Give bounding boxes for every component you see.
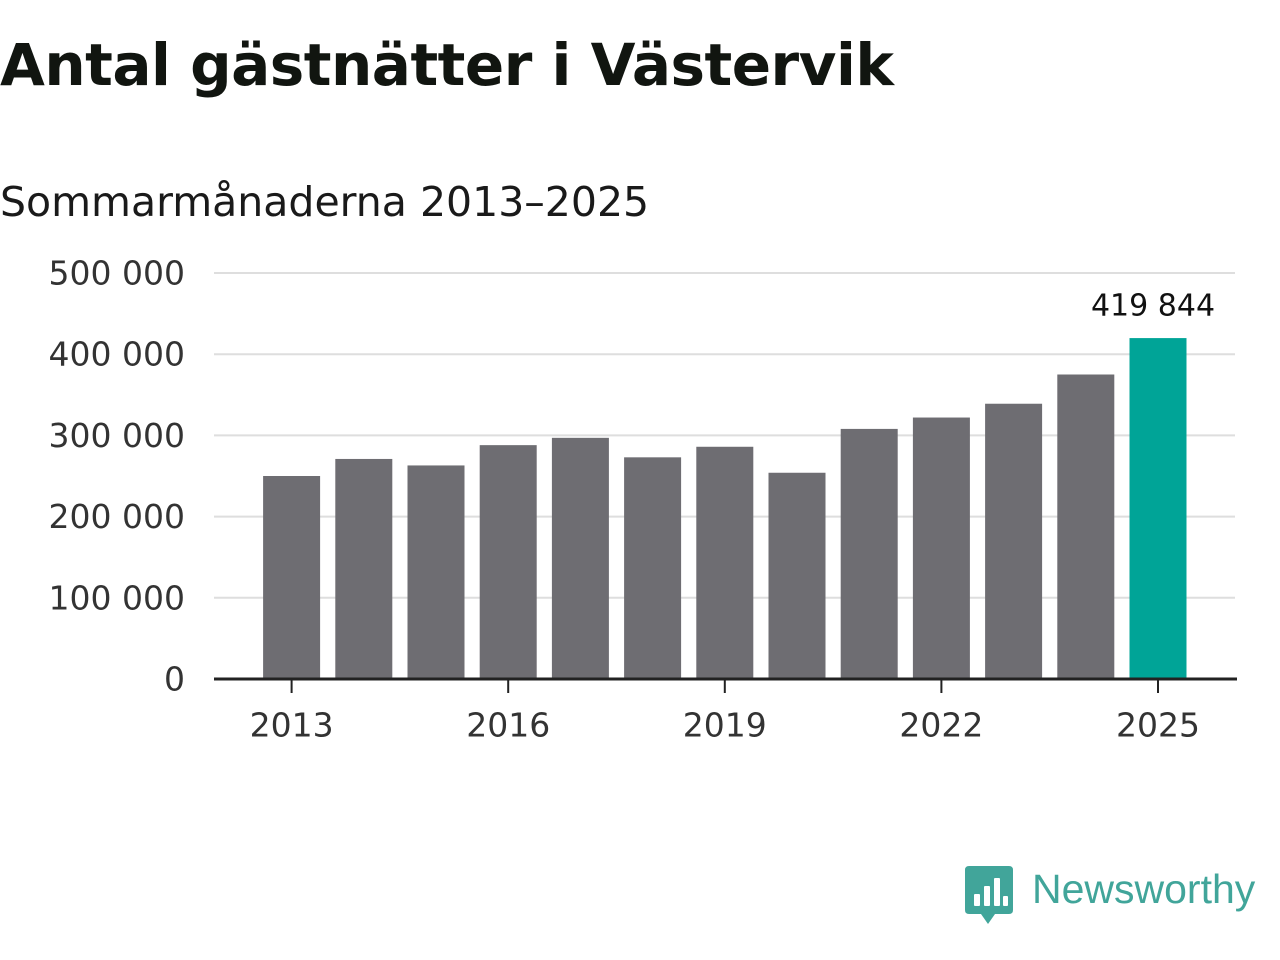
bar-highlight xyxy=(1129,338,1187,679)
y-axis-tick-labels: 0 100 000 200 000 300 000 400 000 500 000 xyxy=(49,254,185,699)
bar xyxy=(263,476,321,679)
y-tick-label: 100 000 xyxy=(49,578,185,617)
y-tick-label: 500 000 xyxy=(49,254,185,293)
bar xyxy=(624,457,682,679)
bar xyxy=(768,472,826,679)
y-tick-label: 0 xyxy=(164,660,185,699)
x-tick-label: 2019 xyxy=(683,706,767,745)
chart-subtitle: Sommarmånaderna 2013–2025 xyxy=(0,178,650,226)
x-tick-label: 2013 xyxy=(250,706,334,745)
x-tick-label: 2016 xyxy=(466,706,550,745)
newsworthy-logo: Newsworthy xyxy=(964,864,1278,928)
y-tick-label: 300 000 xyxy=(49,416,185,455)
bar xyxy=(479,445,537,679)
x-tick-label: 2022 xyxy=(899,706,983,745)
bar xyxy=(407,465,465,679)
bar xyxy=(912,417,970,679)
y-tick-label: 200 000 xyxy=(49,497,185,536)
bar xyxy=(551,437,609,679)
x-axis xyxy=(214,677,1237,693)
x-axis-tick-labels: 2013 2016 2019 2022 2025 xyxy=(250,706,1200,745)
bar xyxy=(840,428,898,679)
bars xyxy=(263,338,1187,679)
bar xyxy=(1057,374,1115,679)
data-label: 419 844 xyxy=(1091,289,1215,324)
bar xyxy=(335,458,393,679)
data-labels: 419 844 xyxy=(1091,289,1215,324)
y-tick-label: 400 000 xyxy=(49,335,185,374)
bar xyxy=(696,446,754,679)
chart-title: Antal gästnätter i Västervik xyxy=(0,31,894,99)
bar xyxy=(985,403,1043,679)
x-tick-label: 2025 xyxy=(1116,706,1200,745)
newsworthy-logo-icon xyxy=(965,866,1013,924)
newsworthy-logo-text: Newsworthy xyxy=(1032,866,1256,912)
